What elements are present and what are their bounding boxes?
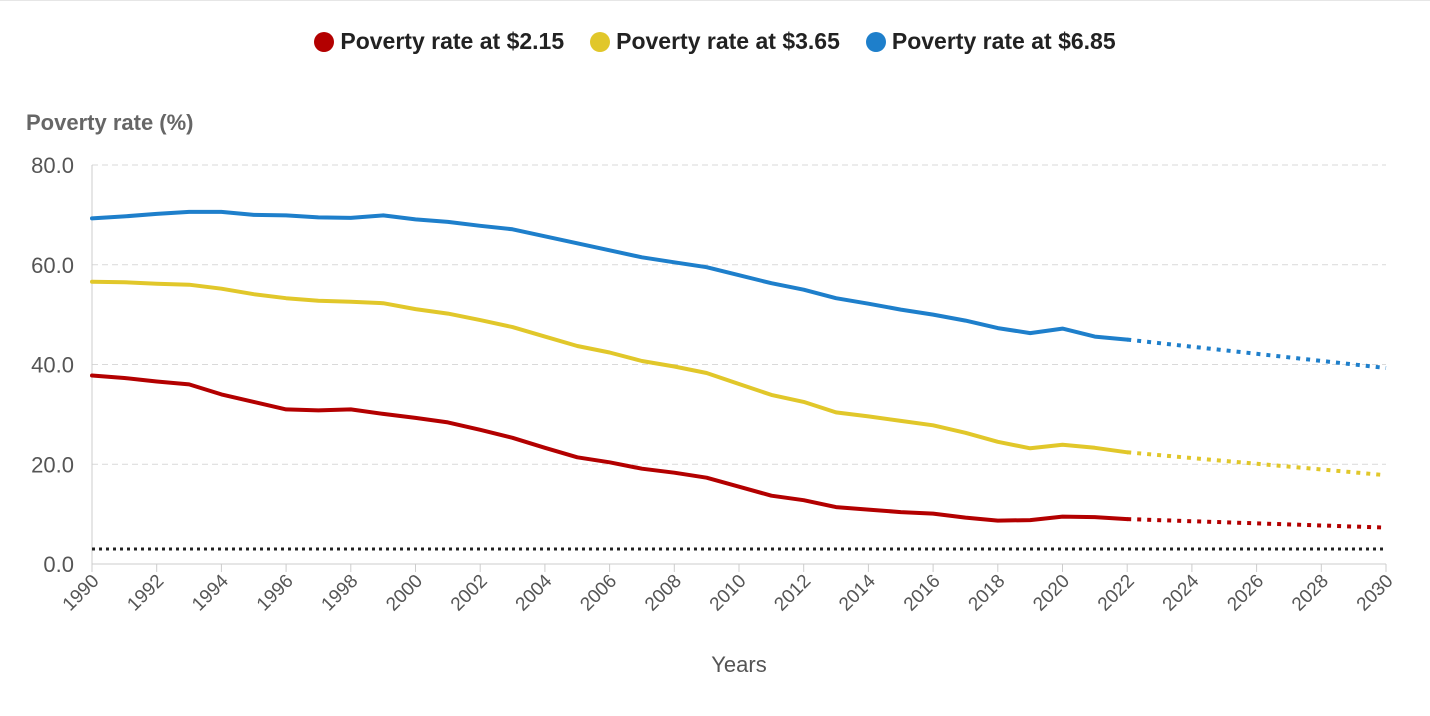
y-axis-title: Poverty rate (%) bbox=[26, 110, 194, 135]
y-tick-label: 20.0 bbox=[31, 452, 74, 477]
x-tick-label: 1994 bbox=[188, 570, 233, 615]
top-border bbox=[0, 0, 1430, 1]
x-tick-label: 1992 bbox=[123, 571, 168, 616]
series-line-1 bbox=[90, 279, 1130, 455]
x-tick-label: 2030 bbox=[1353, 571, 1398, 616]
x-axis-title: Years bbox=[711, 652, 767, 677]
legend-item-2-15[interactable]: Poverty rate at $2.15 bbox=[314, 28, 564, 55]
x-tick-label: 2012 bbox=[770, 571, 815, 616]
legend-item-6-85[interactable]: Poverty rate at $6.85 bbox=[865, 28, 1116, 55]
y-tick-label: 40.0 bbox=[31, 353, 74, 378]
series-projection-1 bbox=[1127, 450, 1387, 478]
series-projection-0 bbox=[1127, 517, 1387, 530]
series-projection-2 bbox=[1126, 337, 1387, 370]
legend-label-3-65: Poverty rate at $3.65 bbox=[616, 28, 840, 54]
y-tick-label: 60.0 bbox=[31, 253, 74, 278]
legend-marker-6-85 bbox=[865, 31, 886, 52]
x-tick-label: 2022 bbox=[1094, 571, 1139, 616]
legend-item-3-65[interactable]: Poverty rate at $3.65 bbox=[590, 28, 840, 55]
legend-label-6-85: Poverty rate at $6.85 bbox=[891, 28, 1116, 54]
x-tick-label: 2018 bbox=[965, 571, 1010, 616]
x-tick-label: 1998 bbox=[318, 571, 363, 616]
series-line-2 bbox=[90, 209, 1130, 342]
x-tick-label: 1996 bbox=[253, 571, 298, 616]
x-tick-label: 2026 bbox=[1223, 571, 1268, 616]
series-line-0 bbox=[90, 373, 1130, 523]
x-tick-label: 2024 bbox=[1159, 570, 1204, 615]
x-tick-label: 2016 bbox=[900, 571, 945, 616]
x-tick-label: 2014 bbox=[835, 570, 880, 615]
x-tick-label: 2010 bbox=[706, 571, 751, 616]
y-tick-label: 0.0 bbox=[43, 552, 74, 577]
legend-marker-3-65 bbox=[590, 31, 611, 52]
legend-label-2-15: Poverty rate at $2.15 bbox=[340, 28, 565, 54]
x-tick-label: 2020 bbox=[1029, 571, 1074, 616]
x-tick-label: 2000 bbox=[382, 571, 427, 616]
chart-legend: Poverty rate at $2.15 Poverty rate at $3… bbox=[0, 28, 1430, 55]
x-tick-label: 2004 bbox=[512, 570, 557, 615]
x-tick-label: 1990 bbox=[59, 571, 104, 616]
x-tick-label: 2028 bbox=[1288, 571, 1333, 616]
y-tick-label: 80.0 bbox=[31, 153, 74, 178]
x-tick-label: 2002 bbox=[447, 571, 492, 616]
legend-marker-2-15 bbox=[314, 31, 335, 52]
x-tick-label: 2006 bbox=[576, 571, 621, 616]
x-tick-label: 2008 bbox=[641, 571, 686, 616]
